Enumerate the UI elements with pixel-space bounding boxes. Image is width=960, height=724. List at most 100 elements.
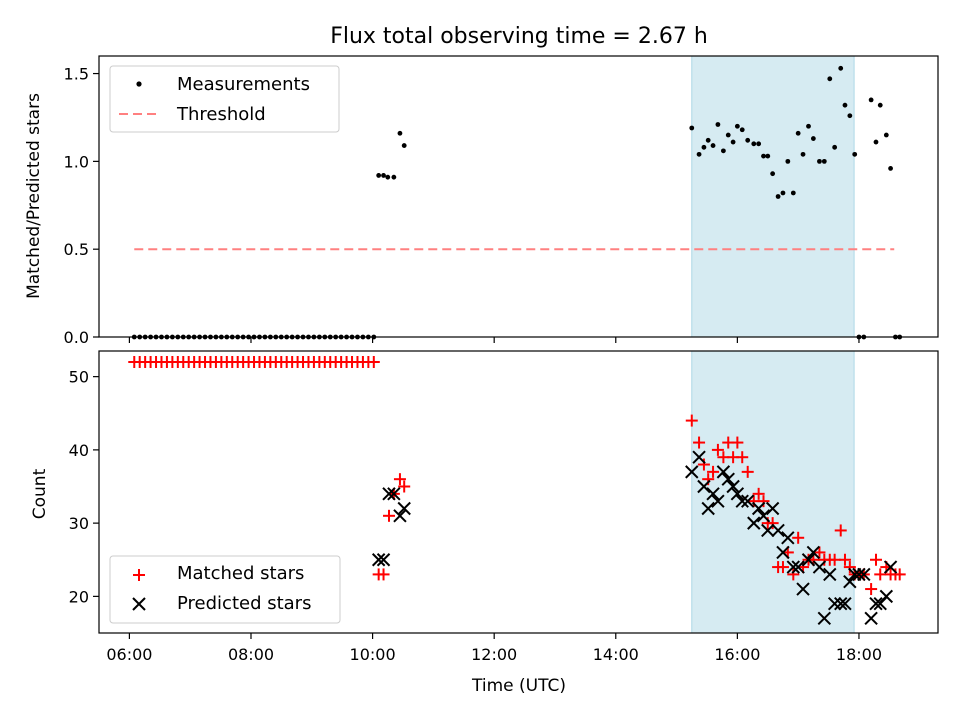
measurement-point <box>800 151 806 157</box>
measurement-point <box>873 139 879 145</box>
count-legend-box <box>109 555 341 624</box>
measurement-point <box>689 125 695 131</box>
matched-star-point <box>752 487 765 500</box>
ratio-legend: Measurements Threshold <box>109 65 340 133</box>
x-tick-label: 16:00 <box>714 645 760 664</box>
matched-star-point <box>776 561 789 574</box>
predicted-star-point <box>786 560 801 574</box>
matched-star-point <box>377 568 390 581</box>
measurement-point <box>868 97 874 103</box>
measurement-point <box>705 137 711 143</box>
measurement-point <box>715 122 721 127</box>
x-tick-label: 12:00 <box>471 645 517 664</box>
legend-measurements-label: Measurements <box>177 74 310 95</box>
predicted-star-point <box>765 501 780 516</box>
count-panel-frame <box>98 350 939 634</box>
predicted-star-point <box>701 501 715 516</box>
measurement-point <box>751 141 757 147</box>
measurement-point <box>381 173 386 178</box>
matched-star-point <box>869 553 882 566</box>
predicted-star-point <box>801 553 816 567</box>
predicted-star-point <box>883 560 898 574</box>
x-tick-label: 10:00 <box>350 645 396 664</box>
measurement-point <box>852 151 858 157</box>
measurement-point <box>734 123 740 129</box>
matched-stars-series <box>128 355 906 596</box>
ratio-y-label: Matched/Predicted stars <box>24 93 44 299</box>
legend-matched-marker <box>133 569 145 581</box>
measurement-point <box>739 127 745 133</box>
measurement-point <box>780 190 786 196</box>
count-y-label: Count <box>30 468 50 519</box>
measurement-point <box>770 171 776 177</box>
matched-star-point <box>707 465 720 478</box>
ratio-panel: 0.0 0.5 1.0 1.5 Matched/Predicted stars Mea… <box>24 55 939 347</box>
legend-threshold-label: Threshold <box>176 104 266 125</box>
predicted-star-point <box>382 487 396 501</box>
measurement-point <box>720 148 726 154</box>
ratio-x-axis <box>128 337 860 343</box>
measurement-point <box>810 136 816 141</box>
matched-star-point <box>843 561 856 574</box>
ratio-y-tick-label: 1.0 <box>64 152 89 171</box>
predicted-star-point <box>812 560 827 574</box>
ratio-panel-frame <box>98 55 939 338</box>
measurement-point <box>806 123 811 129</box>
predicted-star-point <box>838 596 852 611</box>
ratio-panel-highlight <box>691 55 855 338</box>
measurement-point <box>391 174 397 180</box>
predicted-star-point <box>761 523 775 538</box>
matched-star-point <box>834 524 847 537</box>
matched-star-point <box>383 509 396 522</box>
measurement-point <box>832 144 838 150</box>
predicted-star-point <box>711 494 725 508</box>
count-y-tick-label: 20 <box>69 587 89 606</box>
predicted-star-point <box>843 575 857 589</box>
chart-title: Flux total observing time = 2.67 h <box>330 24 708 49</box>
measurement-point <box>795 130 801 136</box>
x-tick-label: 14:00 <box>593 645 639 664</box>
matched-star-point <box>865 583 878 596</box>
predicted-star-point <box>747 516 761 530</box>
predicted-star-point <box>823 567 837 582</box>
measurement-point <box>730 139 736 145</box>
matched-star-point <box>697 458 710 471</box>
measurement-point <box>790 190 796 196</box>
predicted-star-point <box>397 501 411 516</box>
ratio-legend-box <box>109 65 340 133</box>
predicted-star-point <box>791 560 805 574</box>
count-panel: 20 30 40 50 06:00 08:00 10:00 12:00 14:00 16:00 1… <box>30 350 939 696</box>
matched-star-point <box>367 355 380 368</box>
predicted-star-point <box>796 582 810 596</box>
predicted-star-point <box>730 487 745 501</box>
measurement-point <box>775 194 781 199</box>
matched-star-point <box>736 451 749 464</box>
measurement-point <box>883 132 889 138</box>
measurement-point <box>710 143 716 148</box>
predicted-star-point <box>806 545 821 560</box>
measurement-point <box>401 143 407 148</box>
predicted-star-point <box>706 487 720 501</box>
count-x-axis: 06:00 08:00 10:00 12:00 14:00 16:00 18:00 <box>106 633 882 664</box>
x-tick-label: 06:00 <box>106 645 152 664</box>
count-y-axis: 20 30 40 50 <box>69 368 99 606</box>
predicted-star-point <box>716 465 731 479</box>
measurement-point <box>877 102 883 108</box>
measurement-point <box>765 153 771 159</box>
predicted-star-point <box>393 509 407 523</box>
matched-star-point <box>711 443 724 456</box>
matched-star-point <box>838 553 851 566</box>
predicted-star-point <box>771 523 785 538</box>
predicted-star-point <box>879 589 894 604</box>
matched-star-point <box>828 553 841 566</box>
matched-star-point <box>792 531 805 544</box>
predicted-star-point <box>852 567 866 582</box>
measurement-point <box>761 153 766 159</box>
measurement-point <box>696 151 702 157</box>
predicted-star-point <box>864 611 878 626</box>
legend-predicted-marker <box>132 597 146 611</box>
matched-star-point <box>693 436 706 449</box>
ratio-y-tick-label: 0.0 <box>64 328 89 347</box>
predicted-star-point <box>827 596 842 611</box>
